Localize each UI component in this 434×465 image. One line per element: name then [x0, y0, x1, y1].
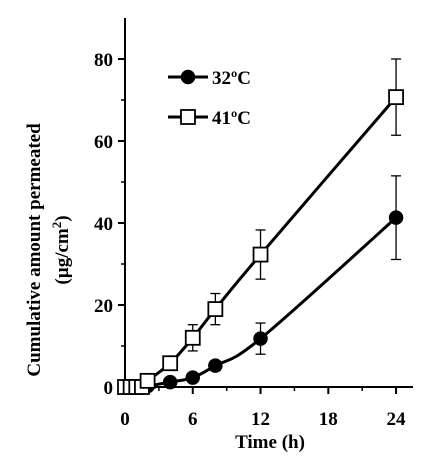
y-axis-title-line2: (µg/cm2)	[49, 215, 73, 284]
y-tick-label: 60	[94, 132, 113, 153]
legend: 32ºC 41ºC	[168, 68, 251, 129]
x-tick-label: 18	[319, 409, 338, 430]
y-tick-label: 0	[104, 378, 114, 399]
data-point	[388, 210, 404, 225]
series-layer	[117, 58, 404, 395]
legend-label: 41ºC	[212, 108, 251, 129]
y-axis-title-unit-exponent: 2	[49, 222, 64, 229]
data-point	[162, 374, 178, 390]
series-1	[117, 175, 404, 395]
x-tick-label: 6	[188, 409, 198, 430]
y-axis-title-line1: Cumulative amount permeated	[24, 123, 45, 377]
y-axis-title-unit-close: )	[52, 215, 73, 221]
legend-marker	[180, 69, 196, 85]
data-point	[185, 370, 201, 385]
y-tick-label: 40	[94, 214, 113, 235]
x-tick-label: 0	[120, 409, 130, 430]
x-axis-title: Time (h)	[235, 432, 305, 453]
ticks: 0 20 40 60 80 0 6 12 18 24	[94, 50, 406, 430]
data-point	[388, 89, 404, 106]
y-axis-title-unit: (µg/cm	[52, 228, 73, 284]
x-tick-label: 12	[251, 409, 270, 430]
legend-marker	[180, 109, 196, 125]
data-point	[208, 358, 223, 373]
legend-label: 32ºC	[212, 68, 251, 89]
y-tick-label: 80	[94, 50, 113, 71]
data-point	[184, 329, 201, 346]
data-point	[139, 372, 156, 389]
data-point	[207, 301, 224, 318]
x-tick-label: 24	[387, 409, 407, 430]
data-point	[253, 331, 268, 346]
data-point	[162, 355, 179, 372]
data-point	[252, 246, 269, 263]
y-tick-label: 20	[94, 296, 113, 317]
series-2	[117, 58, 404, 395]
